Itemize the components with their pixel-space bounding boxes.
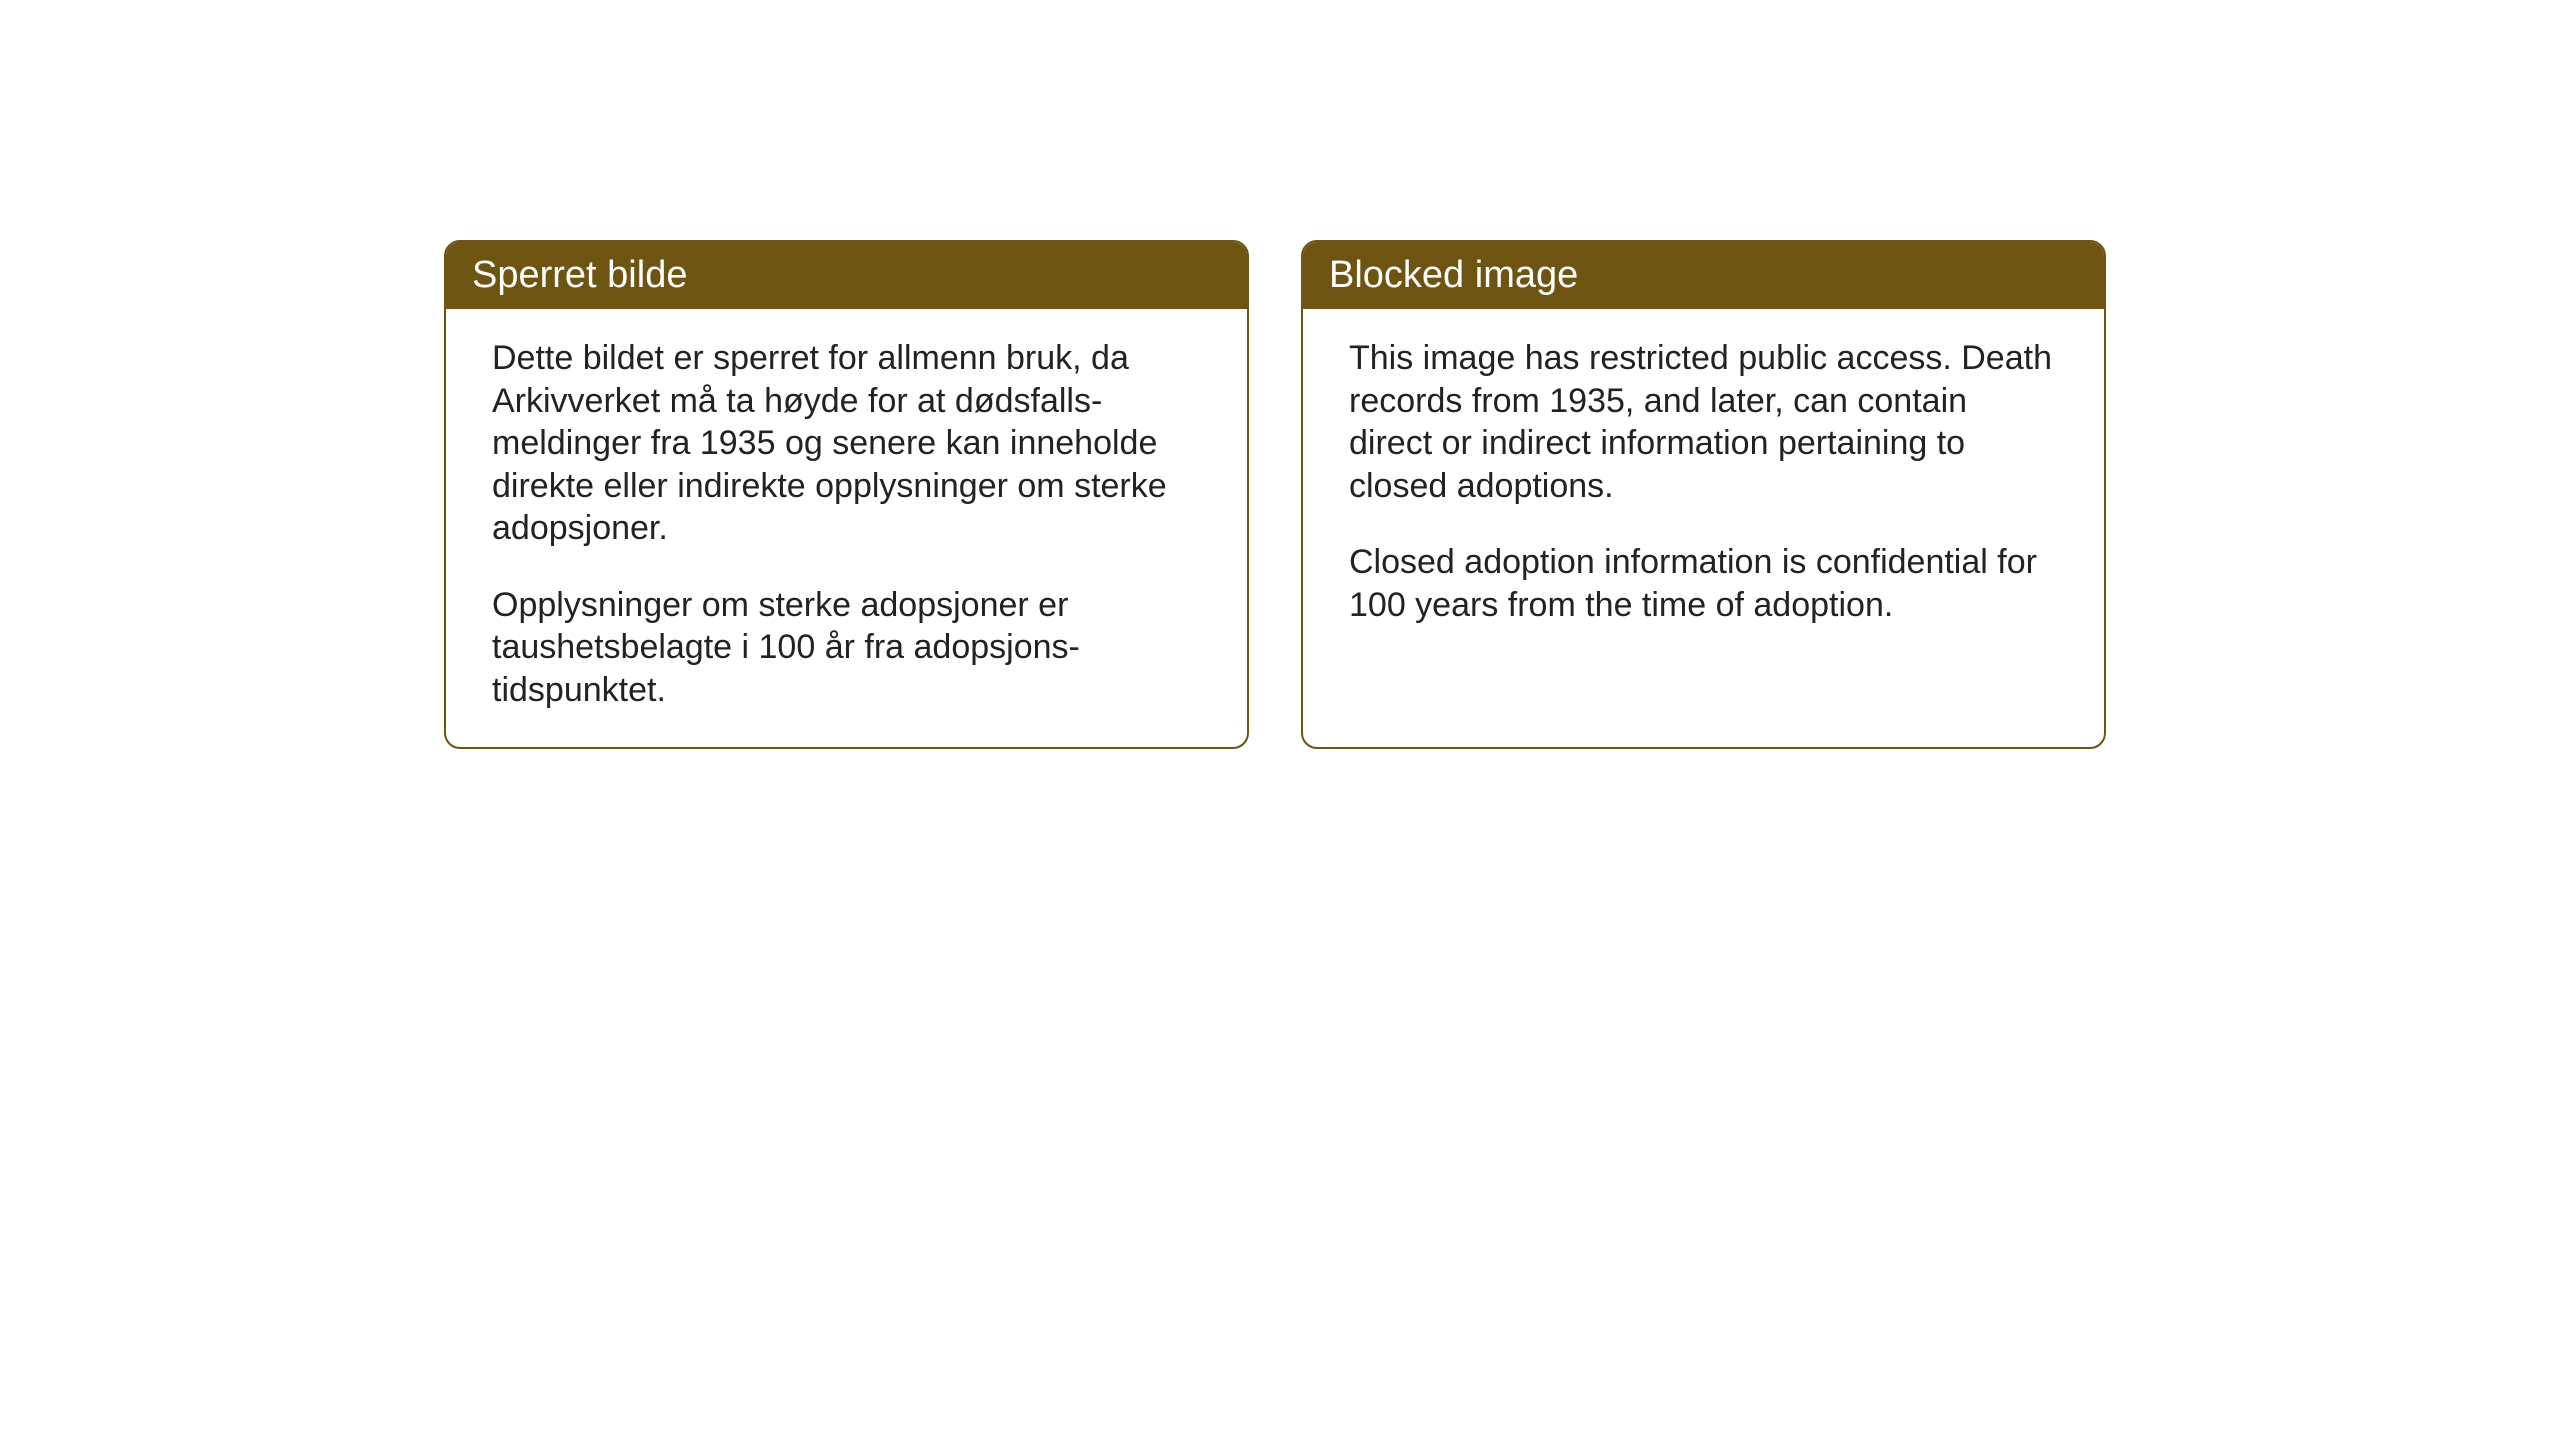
- card-paragraph-norwegian-2: Opplysninger om sterke adopsjoner er tau…: [492, 584, 1201, 712]
- card-body-norwegian: Dette bildet er sperret for allmenn bruk…: [446, 309, 1247, 747]
- card-body-english: This image has restricted public access.…: [1303, 309, 2104, 662]
- card-title-english: Blocked image: [1329, 254, 1578, 296]
- notice-container: Sperret bilde Dette bildet er sperret fo…: [444, 240, 2106, 749]
- notice-card-english: Blocked image This image has restricted …: [1301, 240, 2106, 749]
- card-paragraph-norwegian-1: Dette bildet er sperret for allmenn bruk…: [492, 337, 1201, 550]
- card-paragraph-english-1: This image has restricted public access.…: [1349, 337, 2058, 507]
- notice-card-norwegian: Sperret bilde Dette bildet er sperret fo…: [444, 240, 1249, 749]
- card-header-english: Blocked image: [1303, 242, 2104, 309]
- card-paragraph-english-2: Closed adoption information is confident…: [1349, 541, 2058, 626]
- card-header-norwegian: Sperret bilde: [446, 242, 1247, 309]
- card-title-norwegian: Sperret bilde: [472, 254, 687, 296]
